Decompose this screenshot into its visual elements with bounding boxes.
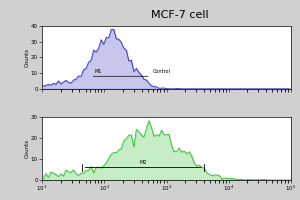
Text: M1: M1 (94, 69, 102, 74)
Y-axis label: Counts: Counts (24, 48, 29, 67)
Text: MCF-7 cell: MCF-7 cell (151, 10, 209, 20)
Text: M2: M2 (140, 160, 147, 165)
Y-axis label: Counts: Counts (24, 139, 29, 158)
Text: Control: Control (152, 69, 170, 74)
